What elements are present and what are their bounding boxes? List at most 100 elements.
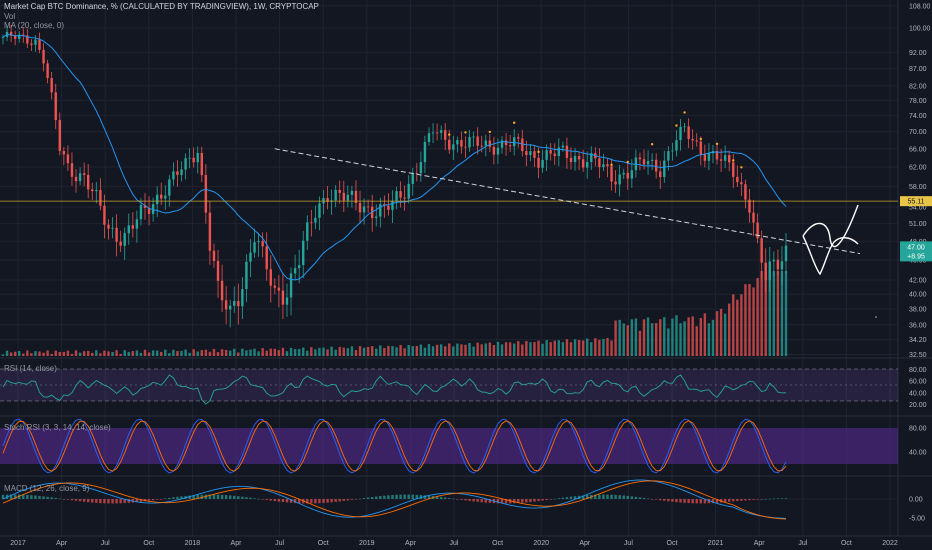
macd-histogram-bar xyxy=(756,499,759,500)
stoch-k-line xyxy=(2,418,787,474)
candle xyxy=(577,156,581,160)
volume-bar xyxy=(370,346,374,356)
candle xyxy=(42,49,45,64)
volume-bar xyxy=(427,344,431,356)
macd-histogram-bar xyxy=(529,499,532,503)
time-tick-label: Oct xyxy=(318,540,329,547)
volume-bar xyxy=(675,315,678,356)
candle xyxy=(379,204,382,217)
macd-histogram-bar xyxy=(736,499,739,501)
candle xyxy=(245,261,248,290)
price-tick-label: 82.00 xyxy=(909,83,927,90)
volume-bar xyxy=(435,344,439,356)
macd-histogram-bar xyxy=(691,499,694,504)
volume-bar xyxy=(577,339,581,356)
macd-histogram-bar xyxy=(699,499,703,504)
volume-bar xyxy=(723,313,727,356)
candle xyxy=(549,150,552,154)
macd-histogram-bar xyxy=(370,497,374,499)
candle xyxy=(354,190,358,203)
macd-pane[interactable] xyxy=(0,479,898,520)
candle xyxy=(241,289,244,307)
volume-bar xyxy=(391,346,394,356)
stoch-tick-label: 40.00 xyxy=(909,450,927,457)
volume-bar xyxy=(334,349,337,356)
stoch-rsi-pane[interactable] xyxy=(0,418,898,474)
time-tick-label: Apr xyxy=(56,540,68,547)
candle xyxy=(460,140,463,147)
volume-bar xyxy=(241,348,244,356)
volume-bar xyxy=(22,353,25,356)
candle xyxy=(411,173,414,184)
volume-bar xyxy=(472,346,475,356)
macd-histogram-bar xyxy=(358,498,362,500)
volume-bar xyxy=(285,351,289,356)
volume-bar xyxy=(659,319,662,356)
volume-bar xyxy=(784,271,788,356)
rsi-pane[interactable] xyxy=(0,368,898,405)
volume-bar xyxy=(306,350,309,356)
macd-histogram-bar xyxy=(504,499,508,504)
volume-bar xyxy=(119,354,122,356)
volume-bar xyxy=(541,343,544,356)
volume-bar xyxy=(46,350,49,356)
macd-histogram-bar xyxy=(375,496,378,499)
candle xyxy=(123,233,126,246)
macd-histogram-bar xyxy=(419,495,423,499)
macd-histogram-bar xyxy=(306,499,309,504)
candle xyxy=(638,157,642,160)
macd-histogram-bar xyxy=(581,495,585,499)
volume-bar xyxy=(383,348,386,356)
time-axis[interactable]: 2017 Apr Jul Oct 2018 Apr Jul Oct 2019 Apr Jul Oct 2… xyxy=(10,540,898,547)
macd-histogram-bar xyxy=(30,495,33,499)
macd-histogram-bar xyxy=(460,499,463,500)
macd-histogram-bar xyxy=(500,499,504,504)
volume-bar xyxy=(711,319,715,356)
price-tick-label: 100.00 xyxy=(909,26,931,33)
price-axis[interactable]: 108.00 100.00 92.00 87.00 82.00 78.00 74.00 70.… xyxy=(900,3,932,523)
volume-bar xyxy=(273,348,277,356)
price-pane[interactable] xyxy=(0,24,898,356)
volume-bar xyxy=(444,346,447,356)
price-tick-label: 32.50 xyxy=(909,352,927,359)
macd-histogram-bar xyxy=(192,495,195,499)
time-tick-label: 2020 xyxy=(533,540,549,547)
macd-histogram-bar xyxy=(517,499,520,504)
macd-histogram-bar xyxy=(448,498,451,499)
candle xyxy=(26,35,29,44)
macd-histogram-bar xyxy=(683,499,686,503)
macd-histogram-bar xyxy=(748,499,751,501)
macd-histogram-bar xyxy=(127,499,130,503)
macd-histogram-bar xyxy=(464,499,467,501)
macd-histogram-bar xyxy=(196,494,199,499)
macd-histogram-bar xyxy=(273,499,277,502)
macd-histogram-bar xyxy=(228,495,232,499)
volume-bar xyxy=(139,352,143,356)
volume-bar xyxy=(58,351,61,356)
macd-histogram-bar xyxy=(103,499,106,504)
candle xyxy=(448,139,451,150)
candle xyxy=(760,238,763,263)
macd-histogram-bar xyxy=(54,497,57,499)
macd-histogram-bar xyxy=(654,499,658,500)
price-tick-label: 38.00 xyxy=(909,307,927,314)
candle xyxy=(480,145,483,147)
signal-marker xyxy=(626,160,629,164)
macd-histogram-bar xyxy=(476,499,479,502)
macd-histogram-bar xyxy=(366,497,370,499)
candle xyxy=(744,184,747,200)
time-tick-label: 2019 xyxy=(359,540,375,547)
volume-bar xyxy=(699,318,703,356)
macd-histogram-bar xyxy=(172,497,175,499)
candle xyxy=(273,285,277,288)
candle xyxy=(38,39,41,50)
volume-bar xyxy=(216,352,220,356)
candle xyxy=(338,189,341,193)
candle xyxy=(439,130,443,133)
candle xyxy=(622,172,625,175)
candle xyxy=(654,159,658,172)
candle xyxy=(277,287,281,291)
candle xyxy=(691,138,694,141)
volume-bar xyxy=(354,350,358,356)
